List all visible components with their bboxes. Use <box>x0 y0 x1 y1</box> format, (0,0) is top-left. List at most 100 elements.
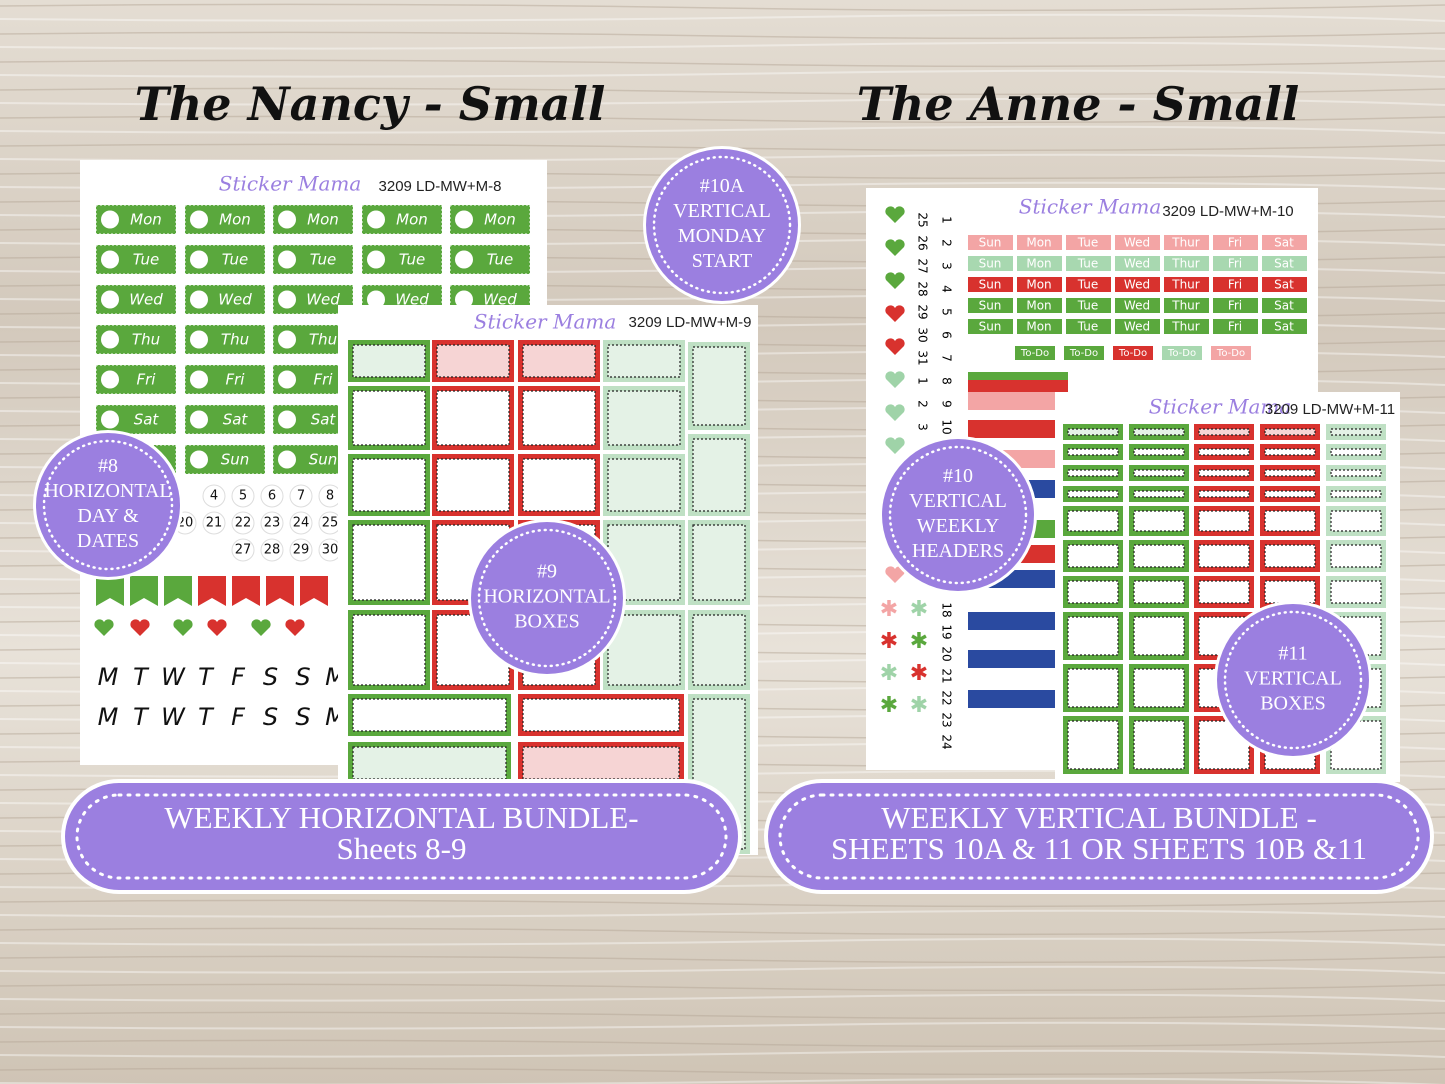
day-label: Mon <box>396 211 428 229</box>
day-header <box>1115 256 1160 271</box>
day-label: Tue <box>1077 320 1099 334</box>
day-header <box>1017 319 1062 334</box>
sticker-inner <box>1133 720 1185 770</box>
day-header <box>1213 298 1258 313</box>
badge-text: #11 <box>1278 643 1307 665</box>
star-sticker: ✱ <box>910 629 928 654</box>
day-label: Fri <box>1228 236 1242 250</box>
sticker-inner <box>692 524 746 601</box>
date-label: 26 <box>916 235 930 250</box>
sticker-inner <box>1264 580 1316 604</box>
day-label: Thur <box>1171 299 1200 313</box>
todo-sticker <box>1015 346 1055 360</box>
day-header <box>968 277 1013 292</box>
todo-label: To-Do <box>1216 348 1245 359</box>
date-label: 23 <box>940 712 954 727</box>
day-label: Wed <box>306 291 340 309</box>
day-header <box>1017 235 1062 250</box>
day-dot <box>101 370 119 389</box>
day-label: Sat <box>1274 236 1294 250</box>
day-dot <box>190 370 208 389</box>
badge-text: MONDAY <box>678 225 766 247</box>
letter-sticker: S <box>295 703 310 731</box>
date-label: 7 <box>940 354 954 362</box>
day-dot <box>101 410 119 429</box>
heart <box>285 619 305 636</box>
day-label: Sat <box>311 411 337 429</box>
badge-text: WEEKLY <box>917 515 999 537</box>
heart <box>885 371 905 388</box>
star-sticker: ✱ <box>880 661 898 686</box>
sticker-inner <box>1067 668 1119 708</box>
day-sticker <box>449 244 531 275</box>
day-label: Thur <box>1171 320 1200 334</box>
sticker-inner <box>1067 510 1119 532</box>
banner <box>65 783 738 890</box>
day-dot <box>455 290 473 309</box>
day-dot <box>367 250 385 269</box>
day-dot <box>190 450 208 469</box>
sticker-inner <box>692 438 746 512</box>
day-label: Thur <box>1171 278 1200 292</box>
letter-sticker: T <box>133 703 150 731</box>
todo-label: To-Do <box>1069 348 1098 359</box>
sticker-inner <box>1330 544 1382 568</box>
day-label: Wed <box>483 291 517 309</box>
letter-sticker: S <box>263 703 278 731</box>
badge-text: START <box>692 250 753 272</box>
badge <box>471 522 623 674</box>
sticker-inner <box>1198 580 1250 604</box>
date-label: 3 <box>940 262 954 270</box>
day-label: Wed <box>395 291 429 309</box>
date-dot <box>260 538 284 562</box>
day-dot <box>190 330 208 349</box>
badge-text: HORIZONTAL <box>483 586 610 608</box>
letter-sticker: F <box>231 663 246 691</box>
sticker-inner <box>1133 544 1185 568</box>
day-header <box>1213 319 1258 334</box>
sticker-inner <box>1330 510 1382 532</box>
day-label: Wed <box>1124 236 1150 250</box>
badge-text: VERTICAL <box>909 490 1007 512</box>
heart <box>94 619 114 636</box>
day-label: Mon <box>484 211 516 229</box>
date-label: 4 <box>210 489 218 504</box>
sticker-inner <box>352 614 426 686</box>
day-label: Fri <box>137 371 157 389</box>
todo-label: To-Do <box>1118 348 1147 359</box>
letter-sticker: S <box>295 663 310 691</box>
day-label: Fri <box>314 371 334 389</box>
badge-ring <box>888 445 1028 585</box>
day-label: Fri <box>226 371 246 389</box>
day-label: Mon <box>1026 278 1051 292</box>
day-label: Tue <box>1077 257 1099 271</box>
day-dot <box>367 290 385 309</box>
day-header <box>1066 277 1111 292</box>
sticker-inner <box>352 344 426 378</box>
brand: Sticker Mama <box>474 310 617 334</box>
badge-text: BOXES <box>514 611 580 633</box>
flag-sticker <box>164 576 192 606</box>
day-header <box>1115 319 1160 334</box>
badge-text: #10A <box>700 175 745 197</box>
sticker-inner <box>352 390 426 446</box>
date-label: 2 <box>916 400 930 408</box>
date-label: 31 <box>916 350 930 365</box>
letter-sticker: T <box>198 663 215 691</box>
sticker-inner <box>1133 668 1185 708</box>
sticker-inner <box>1067 490 1119 498</box>
day-header <box>1164 235 1209 250</box>
day-label: Fri <box>1228 257 1242 271</box>
day-label: Sun <box>221 451 250 469</box>
day-label: Wed <box>1124 299 1150 313</box>
day-label: Wed <box>218 291 252 309</box>
date-dot <box>202 511 226 535</box>
day-header <box>968 319 1013 334</box>
day-header <box>1017 256 1062 271</box>
date-dot <box>289 511 313 535</box>
heart <box>885 566 905 583</box>
sticker-inner <box>436 390 510 446</box>
todo-label: To-Do <box>1167 348 1196 359</box>
sticker-inner <box>1198 490 1250 498</box>
day-dot <box>278 210 296 229</box>
